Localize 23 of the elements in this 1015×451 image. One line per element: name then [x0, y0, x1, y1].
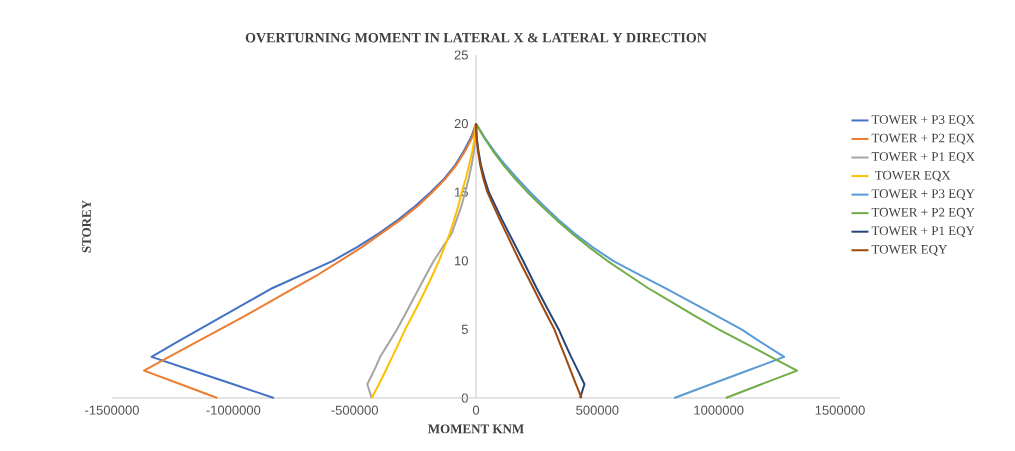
y-axis-title: STOREY — [82, 200, 91, 253]
legend-label: TOWER + P2 EQX — [871, 133, 975, 145]
x-tick-label: 1500000 — [815, 405, 865, 415]
legend-label: TOWER + P3 EQX — [871, 115, 975, 126]
x-tick-label: 500000 — [576, 405, 619, 415]
y-tick-label: 10 — [455, 256, 468, 266]
legend-label: TOWER EQX — [874, 170, 951, 182]
legend-label: TOWER EQY — [871, 244, 948, 256]
legend-label: TOWER + P3 EQY — [871, 189, 975, 201]
legend-label: TOWER + P2 EQY — [871, 207, 975, 219]
y-tick-label: 5 — [461, 324, 468, 334]
legend-label: TOWER + P1 EQY — [871, 226, 975, 238]
x-tick-label: -500000 — [331, 405, 378, 415]
y-tick-label: 25 — [454, 50, 468, 60]
x-axis-title: MOMENT KNM — [428, 424, 524, 434]
x-tick-label: -1500000 — [85, 405, 139, 415]
x-tick-label: 1000000 — [694, 405, 744, 415]
x-tick-label: -1000000 — [206, 405, 261, 415]
y-tick-label: 0 — [461, 393, 468, 403]
y-tick-label: 20 — [454, 118, 468, 129]
legend-label: TOWER + P1 EQX — [871, 152, 975, 163]
chart-title: OVERTURNING MOMENT IN LATERAL X & LATERAL Y DIRECTION — [245, 32, 707, 43]
x-tick-label: 0 — [472, 405, 480, 415]
